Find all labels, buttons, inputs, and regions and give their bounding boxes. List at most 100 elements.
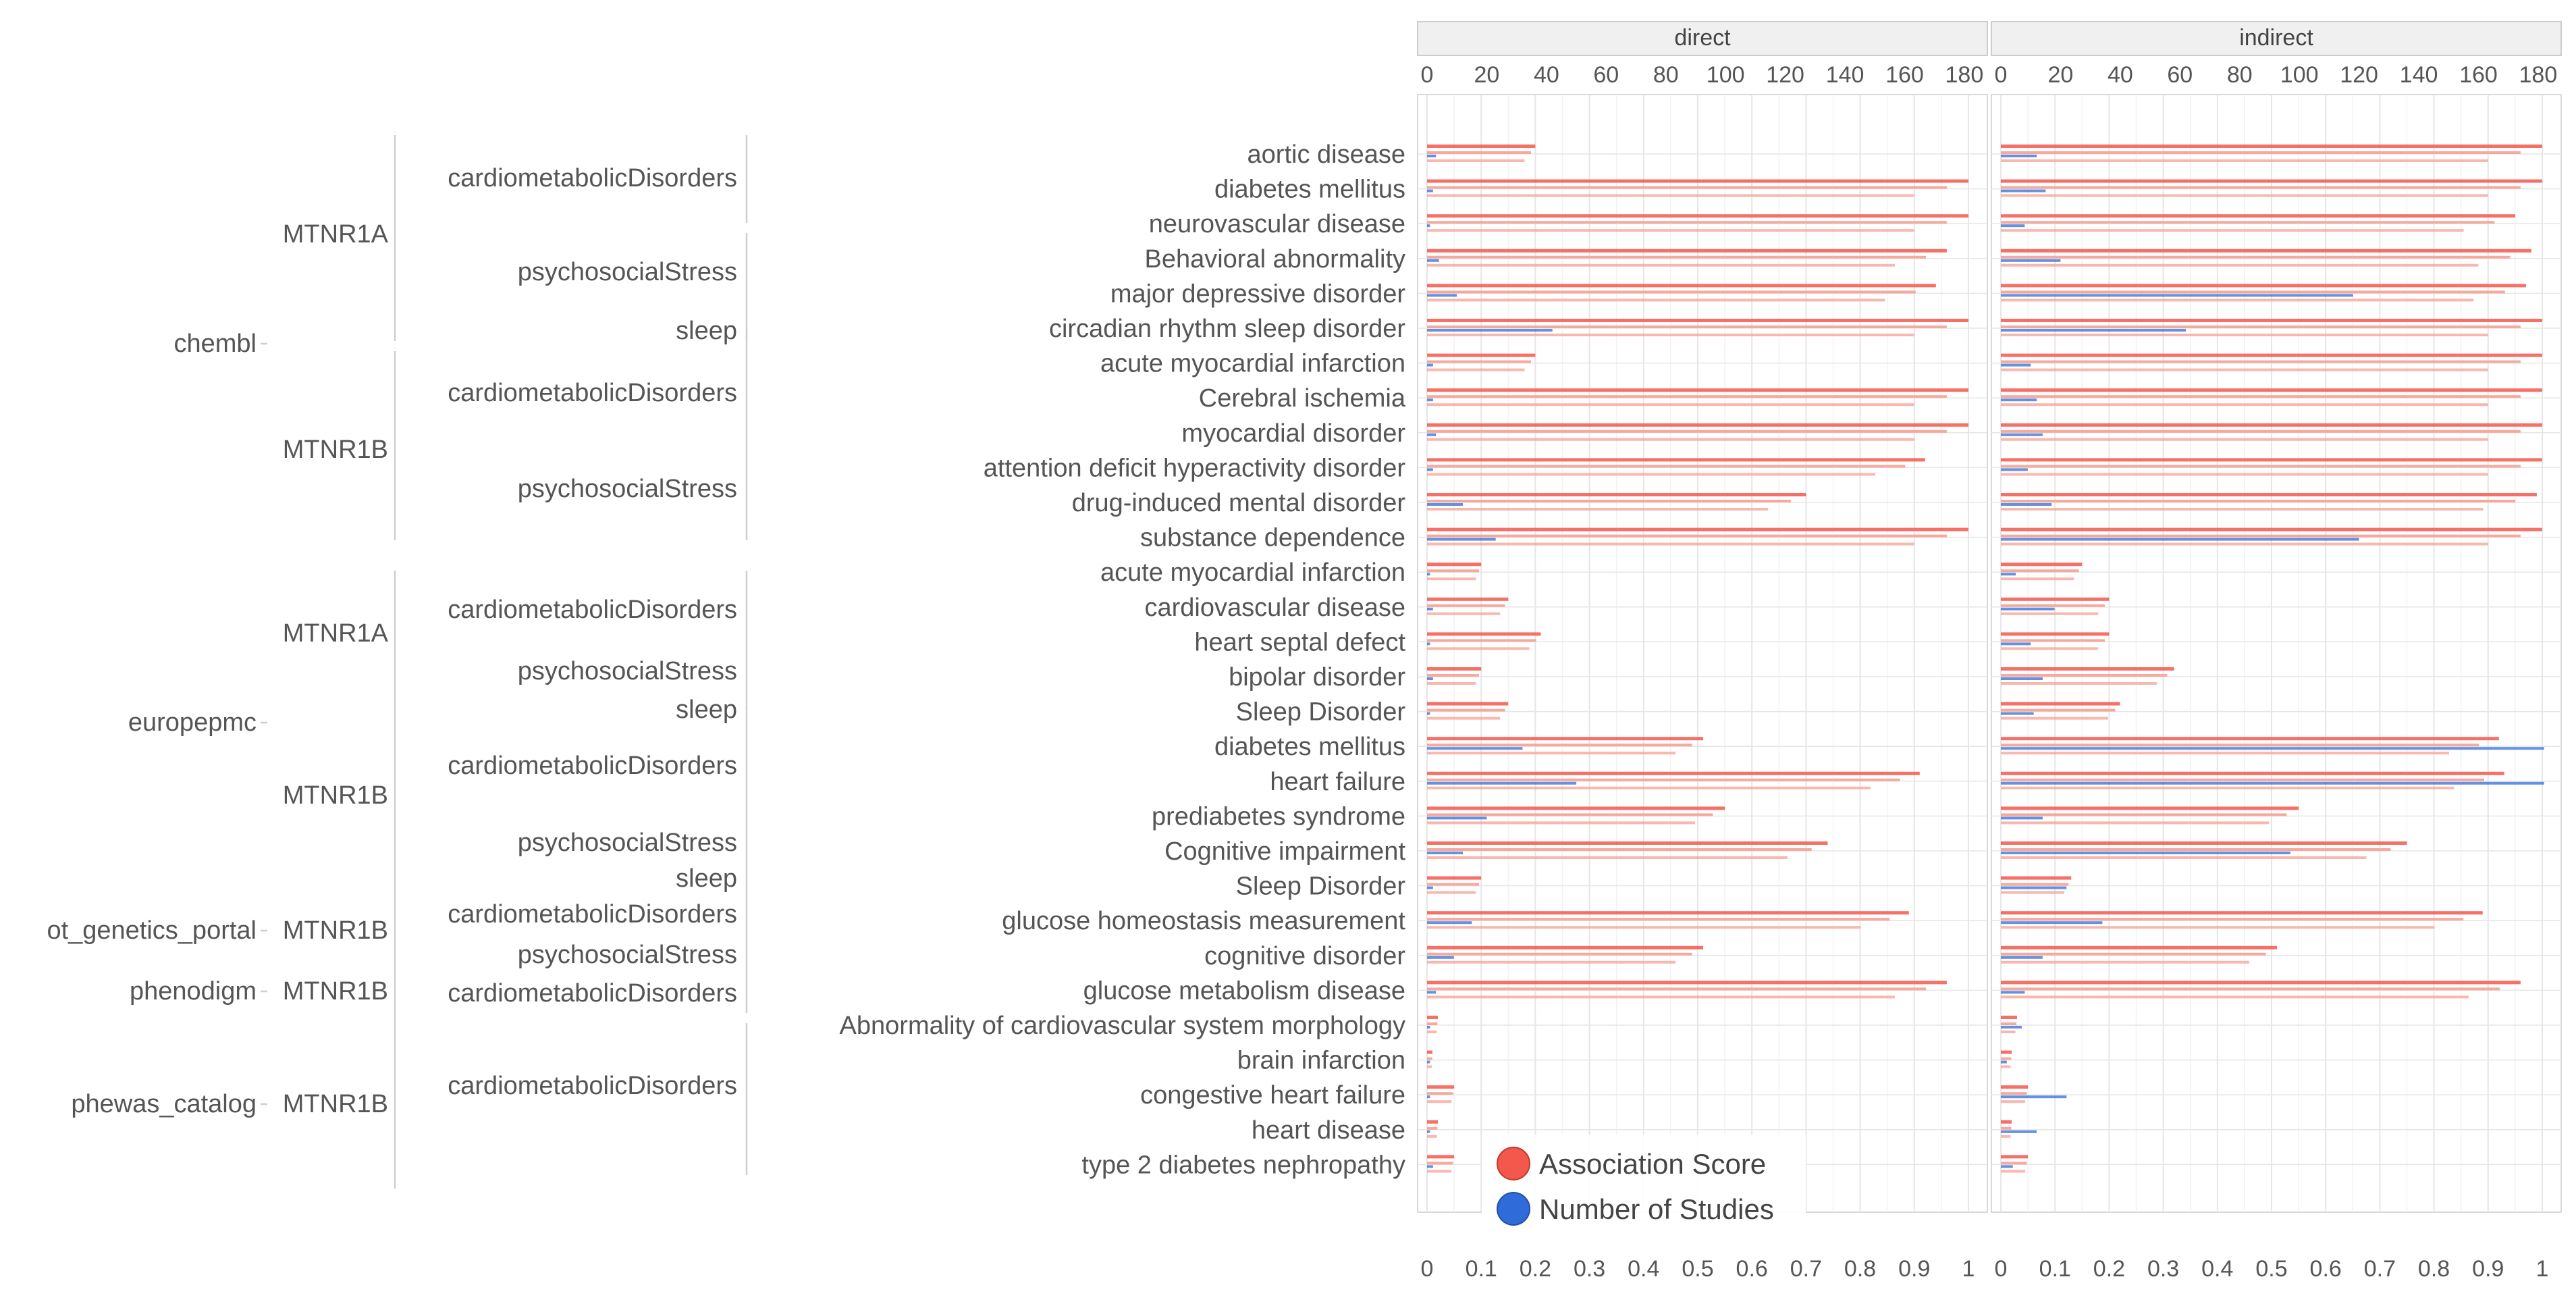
bar-number-of-studies — [2001, 433, 2043, 436]
gene-label: MTNR1B — [283, 916, 388, 945]
group-label: psychosocialStress — [518, 475, 737, 503]
top-tick-label: 100 — [1707, 62, 1745, 88]
source-label: phewas_catalog — [71, 1090, 257, 1118]
bar-association-score-secondary — [1427, 473, 1876, 476]
bar-association-score-secondary — [1427, 368, 1525, 371]
bar-association-score-secondary — [1427, 500, 1791, 502]
plot-area — [1991, 94, 2562, 1213]
bar-number-of-studies — [2001, 921, 2103, 925]
bar-number-of-studies — [2001, 155, 2037, 157]
bar-association-score — [1427, 493, 1806, 496]
bar-number-of-studies — [1427, 921, 1472, 925]
bar-association-score-secondary — [2001, 848, 2391, 851]
bar-number-of-studies — [1427, 642, 1430, 646]
bar-association-score — [2001, 1155, 2029, 1159]
bar-number-of-studies — [1427, 991, 1437, 994]
bar-number-of-studies — [1427, 155, 1437, 157]
source-label: europepmc — [128, 708, 257, 737]
bar-association-score — [2001, 249, 2531, 253]
bottom-tick-label: 0 — [1995, 1256, 2008, 1282]
bar-association-score-secondary — [2001, 647, 2099, 650]
disease-label: heart disease — [1252, 1116, 1405, 1145]
disease-label: glucose homeostasis measurement — [1002, 907, 1405, 935]
bar-association-score-secondary — [2001, 1057, 2012, 1060]
top-tick-label: 140 — [1826, 62, 1864, 88]
bar-association-score — [1427, 214, 1968, 218]
bar-number-of-studies — [1427, 956, 1454, 959]
bar-association-score — [2001, 876, 2072, 880]
bar-association-score — [1427, 945, 1703, 949]
bar-association-score-secondary — [2001, 987, 2500, 991]
disease-label: myocardial disorder — [1181, 419, 1405, 448]
bar-association-score — [1427, 284, 1936, 288]
top-tick-label: 40 — [1534, 62, 1559, 88]
bar-number-of-studies — [2001, 816, 2043, 820]
bar-number-of-studies — [1427, 1165, 1433, 1168]
bar-number-of-studies — [1427, 363, 1433, 367]
gene-label: MTNR1B — [283, 977, 388, 1006]
top-tick-label: 80 — [1653, 62, 1679, 88]
top-tick-label: 160 — [2459, 62, 2498, 88]
bar-number-of-studies — [1427, 852, 1464, 854]
bar-association-score-secondary — [2001, 534, 2521, 538]
bottom-tick-label: 0.9 — [1898, 1256, 1930, 1282]
bottom-tick-label: 0.2 — [1520, 1256, 1551, 1282]
disease-label: Cerebral ischemia — [1199, 384, 1406, 413]
bar-association-score-secondary — [2001, 1031, 2016, 1033]
bar-association-score-secondary — [2001, 403, 2488, 407]
group-label: cardiometabolicDisorders — [448, 164, 737, 192]
bottom-tick-label: 0.4 — [2201, 1256, 2233, 1282]
bar-number-of-studies — [2001, 1026, 2022, 1028]
disease-label: diabetes mellitus — [1214, 733, 1405, 761]
bar-association-score — [2001, 214, 2515, 218]
bar-association-score — [2001, 493, 2537, 496]
bar-association-score-secondary — [1427, 708, 1505, 712]
bar-association-score-secondary — [2001, 891, 2064, 894]
bottom-tick-label: 0.1 — [2039, 1256, 2071, 1282]
bar-association-score-secondary — [2001, 395, 2521, 398]
top-tick-label: 100 — [2280, 62, 2319, 88]
top-tick-label: 20 — [1474, 62, 1500, 88]
bar-number-of-studies — [1427, 816, 1487, 820]
panel-indirect: indirect 0 0.1 0.2 0.3 0.4 0.5 0.6 0.7 0.8 0.9 1 0 20… — [1991, 21, 2562, 1282]
bottom-tick-label: 0.8 — [2418, 1256, 2450, 1282]
bar-association-score — [2001, 527, 2542, 531]
bar-association-score — [1427, 981, 1947, 985]
bar-association-score-secondary — [2001, 569, 2079, 573]
bar-association-score-secondary — [2001, 612, 2099, 615]
bar-association-score-secondary — [1427, 263, 1895, 267]
bar-association-score-secondary — [2001, 1065, 2011, 1068]
gene-label: MTNR1A — [283, 619, 389, 648]
disease-label: aortic disease — [1247, 140, 1405, 169]
bar-association-score-secondary — [1427, 334, 1914, 336]
bottom-tick-label: 0.3 — [2147, 1256, 2179, 1282]
bar-association-score — [2001, 597, 2110, 601]
bar-association-score-secondary — [2001, 744, 2479, 747]
bar-number-of-studies — [2001, 329, 2186, 332]
bar-number-of-studies — [1427, 781, 1577, 785]
bar-number-of-studies — [1427, 1026, 1430, 1028]
bar-association-score-secondary — [2001, 508, 2484, 511]
group-label: psychosocialStress — [518, 657, 737, 685]
bar-association-score-secondary — [1427, 926, 1861, 929]
group-label: cardiometabolicDisorders — [448, 900, 737, 929]
bar-association-score — [2001, 1085, 2029, 1089]
bar-number-of-studies — [2001, 886, 2067, 889]
bar-number-of-studies — [1427, 398, 1433, 402]
bar-association-score-secondary — [2001, 856, 2367, 859]
bottom-tick-label: 0.5 — [2255, 1256, 2287, 1282]
bar-association-score — [2001, 1050, 2012, 1054]
bottom-tick-label: 1 — [2535, 1256, 2548, 1282]
bar-association-score — [1427, 249, 1947, 253]
bar-association-score-secondary — [2001, 682, 2157, 685]
group-label: cardiometabolicDisorders — [448, 596, 737, 624]
bar-association-score — [2001, 632, 2110, 636]
bar-number-of-studies — [2001, 781, 2544, 785]
bar-association-score — [2001, 702, 2120, 706]
bar-association-score-secondary — [2001, 786, 2454, 789]
group-label: sleep — [676, 864, 737, 893]
bar-association-score-secondary — [1427, 952, 1692, 956]
legend-label-association-score: Association Score — [1539, 1148, 1766, 1180]
disease-label: Cognitive impairment — [1164, 837, 1405, 866]
